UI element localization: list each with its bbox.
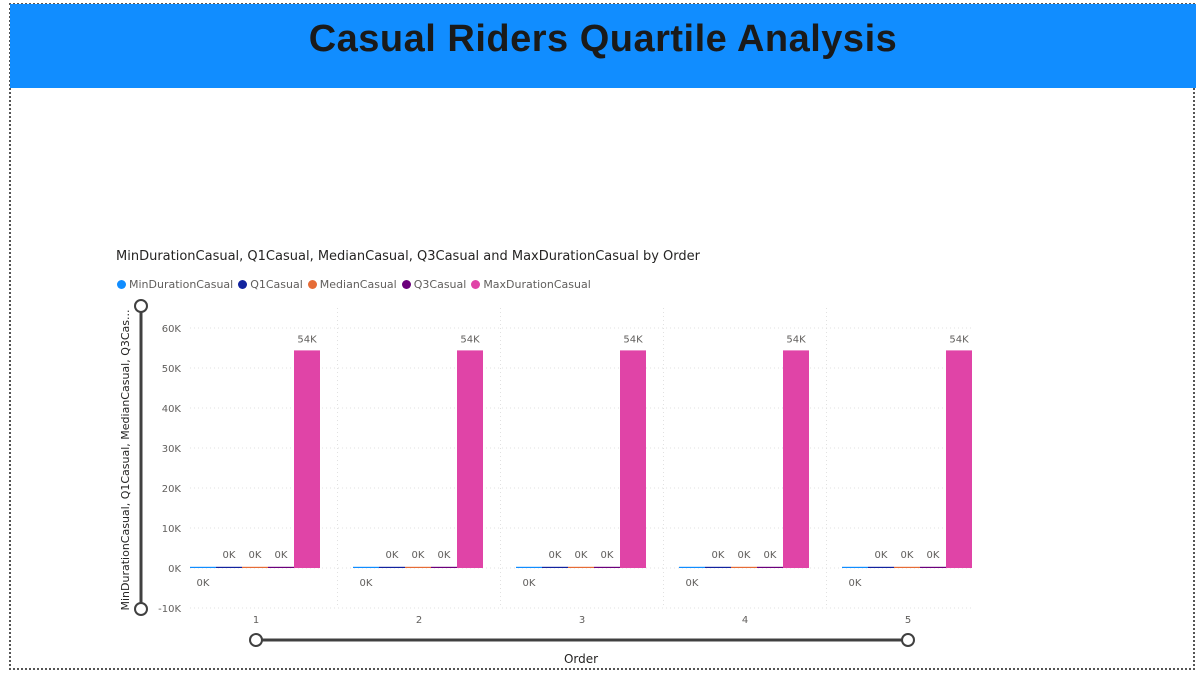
x-zoom-slider-right-handle[interactable] xyxy=(901,633,915,647)
legend-item[interactable]: MinDurationCasual xyxy=(117,278,233,291)
bar-MaxDurationCasual-3[interactable] xyxy=(620,350,646,568)
data-label: 0K xyxy=(275,550,288,561)
data-label: 0K xyxy=(249,550,262,561)
y-tick-label: 40K xyxy=(162,404,182,415)
legend-label: Q1Casual xyxy=(250,278,303,291)
bar-MedianCasual-2[interactable] xyxy=(405,566,431,568)
data-label: 0K xyxy=(901,550,914,561)
legend-item[interactable]: MedianCasual xyxy=(307,278,397,291)
data-label: 0K xyxy=(927,550,940,561)
data-label: 0K xyxy=(686,578,699,589)
bar-MedianCasual-5[interactable] xyxy=(894,566,920,568)
y-tick-label: 30K xyxy=(162,444,182,455)
bar-MaxDurationCasual-5[interactable] xyxy=(946,350,972,568)
y-tick-label: 0K xyxy=(168,564,181,575)
x-axis-title: Order xyxy=(564,652,598,666)
x-tick-label: 2 xyxy=(416,615,422,626)
bar-Q1Casual-3[interactable] xyxy=(542,566,568,568)
data-label: 54K xyxy=(623,334,643,345)
legend-label: MinDurationCasual xyxy=(129,278,234,291)
data-label: 0K xyxy=(549,550,562,561)
bar-Q3Casual-5[interactable] xyxy=(920,566,946,568)
x-tick-label: 5 xyxy=(905,615,911,626)
bar-Q1Casual-5[interactable] xyxy=(868,566,894,568)
data-label: 0K xyxy=(386,550,399,561)
data-label: 0K xyxy=(360,578,373,589)
data-label: 0K xyxy=(223,550,236,561)
data-label: 0K xyxy=(601,550,614,561)
legend-item[interactable]: MaxDurationCasual xyxy=(471,278,591,291)
legend-item[interactable]: Q3Casual xyxy=(401,278,467,291)
page-title: Casual Riders Quartile Analysis xyxy=(308,17,898,60)
y-axis-title: MinDurationCasual, Q1Casual, MedianCasua… xyxy=(119,309,132,610)
data-label: 0K xyxy=(412,550,425,561)
bar-Q3Casual-1[interactable] xyxy=(268,566,294,568)
bar-Q3Casual-3[interactable] xyxy=(594,566,620,568)
legend-marker-icon xyxy=(238,280,248,289)
bar-Q3Casual-2[interactable] xyxy=(431,566,457,568)
data-label: 54K xyxy=(460,334,480,345)
title-banner: Casual Riders Quartile Analysis xyxy=(10,4,1196,88)
legend-marker-icon xyxy=(471,280,481,289)
bar-MedianCasual-4[interactable] xyxy=(731,566,757,568)
legend-marker-icon xyxy=(117,280,126,289)
bar-MaxDurationCasual-1[interactable] xyxy=(294,350,320,568)
y-zoom-slider-bottom-handle[interactable] xyxy=(134,602,148,616)
legend-marker-icon xyxy=(307,280,317,289)
bar-MinDurationCasual-2[interactable] xyxy=(353,566,379,568)
bar-MedianCasual-1[interactable] xyxy=(242,566,268,568)
bar-MedianCasual-3[interactable] xyxy=(568,566,594,568)
data-label: 54K xyxy=(949,334,969,345)
x-tick-label: 3 xyxy=(579,615,585,626)
y-tick-label: 20K xyxy=(162,484,182,495)
bar-MinDurationCasual-5[interactable] xyxy=(842,566,868,568)
bar-Q3Casual-4[interactable] xyxy=(757,566,783,568)
data-label: 54K xyxy=(786,334,806,345)
bar-MinDurationCasual-3[interactable] xyxy=(516,566,542,568)
y-tick-label: 60K xyxy=(162,324,182,335)
bar-Q1Casual-1[interactable] xyxy=(216,566,242,568)
bar-MaxDurationCasual-2[interactable] xyxy=(457,350,483,568)
y-zoom-slider-top-handle[interactable] xyxy=(134,299,148,313)
data-label: 0K xyxy=(197,578,210,589)
x-zoom-slider-left-handle[interactable] xyxy=(249,633,263,647)
data-label: 0K xyxy=(738,550,751,561)
data-label: 0K xyxy=(875,550,888,561)
legend-marker-icon xyxy=(401,280,411,289)
legend-label: MaxDurationCasual xyxy=(483,278,591,291)
x-tick-label: 1 xyxy=(253,615,259,626)
data-label: 0K xyxy=(438,550,451,561)
chart-title: MinDurationCasual, Q1Casual, MedianCasua… xyxy=(116,249,700,264)
data-label: 0K xyxy=(764,550,777,561)
bar-Q1Casual-2[interactable] xyxy=(379,566,405,568)
legend-item[interactable]: Q1Casual xyxy=(238,278,303,291)
data-label: 0K xyxy=(849,578,862,589)
data-label: 0K xyxy=(523,578,536,589)
bar-MinDurationCasual-1[interactable] xyxy=(190,566,216,568)
bar-MaxDurationCasual-4[interactable] xyxy=(783,350,809,568)
y-tick-label: 50K xyxy=(162,364,182,375)
x-tick-label: 4 xyxy=(742,615,748,626)
data-label: 54K xyxy=(297,334,317,345)
legend-label: Q3Casual xyxy=(413,278,467,291)
data-label: 0K xyxy=(712,550,725,561)
legend-label: MedianCasual xyxy=(319,278,397,291)
y-tick-label: -10K xyxy=(158,604,181,615)
data-label: 0K xyxy=(575,550,588,561)
bar-Q1Casual-4[interactable] xyxy=(705,566,731,568)
bar-MinDurationCasual-4[interactable] xyxy=(679,566,705,568)
chart-legend: MinDurationCasual Q1Casual MedianCasual Q3C… xyxy=(117,278,596,291)
y-tick-label: 10K xyxy=(162,524,182,535)
